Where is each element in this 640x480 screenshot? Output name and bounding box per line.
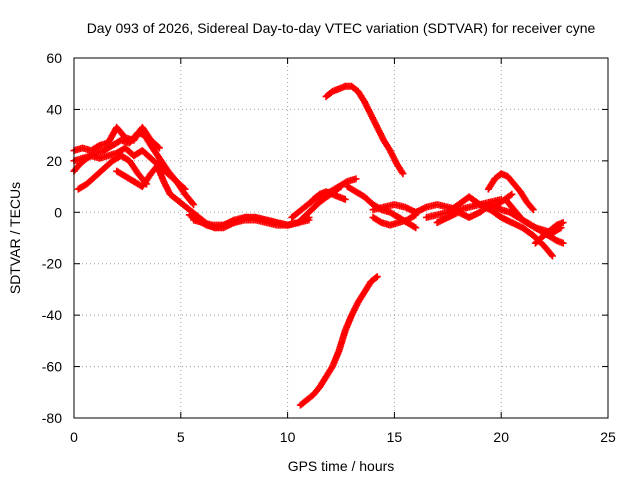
data-point — [155, 144, 163, 152]
data-point — [508, 190, 516, 198]
axis-ticks: 0 5 10 15 20 25 -80 -60 -40 -20 0 20 40 60 — [42, 50, 616, 445]
series-arc-10 — [322, 82, 407, 178]
y-tick-label: -80 — [42, 410, 62, 426]
data-point — [189, 199, 197, 207]
data-point — [547, 251, 555, 259]
series-arc-11 — [296, 273, 381, 409]
x-tick-label: 15 — [387, 429, 403, 445]
data-point — [559, 219, 567, 227]
data-point — [529, 206, 537, 214]
x-tick-label: 10 — [280, 429, 296, 445]
data-point — [352, 175, 360, 183]
plot-frame — [73, 57, 609, 419]
y-tick-label: 40 — [46, 101, 62, 117]
data-point — [181, 185, 189, 193]
y-axis-label: SDTVAR / TECUs — [7, 182, 23, 294]
data-point — [399, 170, 407, 178]
y-tick-label: -40 — [42, 307, 62, 323]
series-arc-21 — [531, 219, 567, 247]
data-point — [341, 195, 349, 203]
data-point — [528, 204, 536, 212]
data-point — [190, 201, 198, 209]
series-arc-9 — [309, 188, 349, 203]
data-point — [412, 224, 420, 232]
y-tick-label: 20 — [46, 153, 62, 169]
data-point — [548, 252, 556, 260]
y-tick-label: 60 — [46, 50, 62, 66]
grid-lines — [74, 58, 608, 418]
data-point — [154, 143, 162, 151]
series-arc-13 — [369, 211, 420, 229]
x-tick-label: 0 — [70, 429, 78, 445]
y-tick-label: -20 — [42, 256, 62, 272]
data-point — [373, 273, 381, 281]
x-tick-label: 25 — [600, 429, 616, 445]
series-arc-17 — [484, 170, 537, 214]
x-tick-label: 5 — [177, 429, 185, 445]
data-point — [559, 239, 567, 247]
chart-title: Day 093 of 2026, Sidereal Day-to-day VTE… — [87, 20, 596, 36]
x-axis-label: GPS time / hours — [288, 458, 395, 474]
data-point — [372, 274, 380, 282]
data-points — [70, 82, 567, 409]
y-tick-label: 0 — [54, 204, 62, 220]
data-point — [410, 223, 418, 231]
series-arc-4 — [70, 123, 163, 155]
series-arc-18 — [476, 201, 556, 260]
data-point — [507, 191, 515, 199]
data-point — [180, 184, 188, 192]
y-tick-label: -60 — [42, 359, 62, 375]
data-point — [305, 213, 313, 221]
data-point — [398, 168, 406, 176]
x-tick-label: 20 — [493, 429, 509, 445]
series-arc-7 — [190, 213, 313, 229]
